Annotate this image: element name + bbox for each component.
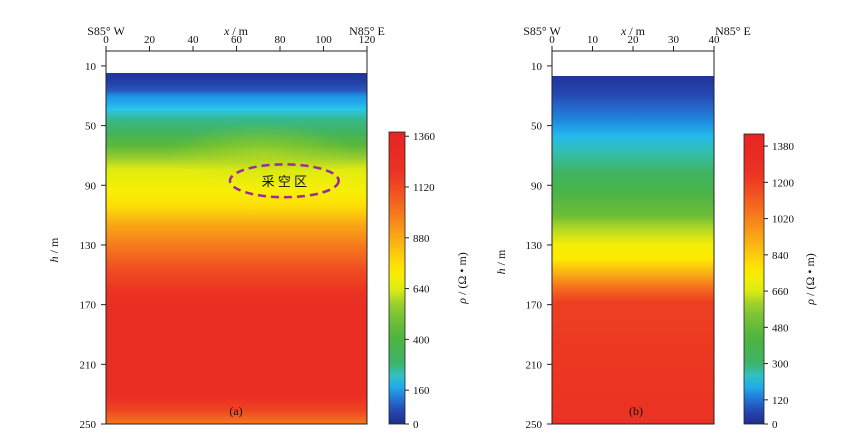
panel-b-x-axis-label: x / m: [620, 24, 646, 38]
a-colorbar-tick-label-1: 160: [413, 385, 430, 397]
a-x-tick-label-1: 20: [144, 34, 156, 46]
b-x-tick-label-4: 40: [709, 34, 721, 46]
a-x-tick-label-0: 0: [103, 34, 109, 46]
a-x-tick-label-4: 80: [275, 34, 287, 46]
colorbar-b-ticks: 0 120 300 480 660 840 1020 1200 1380: [764, 141, 795, 431]
b-colorbar-tick-label-7: 1200: [772, 177, 795, 189]
panel-b-direction-left: S85° W: [523, 24, 561, 38]
colorbar-a-label-unit: / (Ω • m): [455, 252, 469, 298]
colorbar-a: 0 160 400 640 880 1120 1360 ρ / (Ω • m): [388, 131, 469, 431]
colorbar-a-gradient: [389, 132, 405, 424]
panel-b-resistivity-field: [552, 76, 714, 424]
colorbar-b-gradient: [744, 134, 764, 424]
panel-a-y-ticks: 10 50 90 130 170 210 250: [80, 61, 106, 431]
panel-b-y-axis-label: h / m: [494, 249, 508, 274]
a-y-tick-label-2: 90: [85, 180, 97, 192]
a-colorbar-tick-label-6: 1360: [413, 131, 436, 143]
b-y-tick-label-5: 210: [526, 359, 543, 371]
a-x-tick-label-3: 60: [231, 34, 243, 46]
a-colorbar-tick-label-2: 400: [413, 334, 430, 346]
a-y-tick-label-5: 210: [80, 359, 97, 371]
b-colorbar-tick-label-0: 0: [772, 419, 778, 431]
a-colorbar-tick-label-4: 880: [413, 233, 430, 245]
panel-a-direction-left: S85° W: [87, 24, 125, 38]
a-colorbar-tick-label-5: 1120: [413, 182, 435, 194]
b-x-tick-label-3: 30: [668, 34, 680, 46]
b-colorbar-tick-label-8: 1380: [772, 141, 795, 153]
b-y-tick-label-2: 90: [531, 180, 543, 192]
a-y-tick-label-0: 10: [85, 61, 97, 73]
panel-a-direction-right: N85° E: [349, 24, 385, 38]
a-y-tick-label-3: 130: [80, 240, 97, 252]
panel-b-x-axis-var: x: [620, 24, 627, 38]
panel-a-x-axis-unit: / m: [229, 24, 248, 38]
panel-a-x-axis-label: x / m: [223, 24, 249, 38]
panel-b-label: (b): [629, 404, 643, 418]
panel-b-x-axis-unit: / m: [626, 24, 645, 38]
panel-b: 0 10 20 30 40 10 50 90 130 170 210 250 S85° W N85°…: [494, 24, 751, 431]
colorbar-b: 0 120 300 480 660 840 1020 1200 1380 ρ / (Ω • m): [743, 133, 817, 431]
panel-a: 0 20 40 60 80 100 120 10 50 90 130 170 210 250 S85° …: [47, 24, 385, 431]
a-anomaly-glow: [170, 123, 356, 186]
b-x-tick-label-1: 10: [587, 34, 599, 46]
b-colorbar-tick-label-3: 480: [772, 322, 789, 334]
b-colorbar-tick-label-1: 120: [772, 395, 789, 407]
panel-b-y-axis-unit: / m: [494, 249, 508, 268]
colorbar-b-label: ρ / (Ω • m): [803, 253, 817, 306]
a-colorbar-tick-label-3: 640: [413, 284, 430, 296]
colorbar-a-label-var: ρ: [455, 298, 469, 305]
b-colorbar-tick-label-6: 1020: [772, 214, 795, 226]
panel-a-goaf-label: 采 空 区: [262, 174, 308, 189]
panel-a-x-axis-var: x: [223, 24, 230, 38]
b-x-tick-label-2: 20: [628, 34, 640, 46]
b-y-tick-label-1: 50: [531, 121, 543, 133]
panel-a-label: (a): [229, 404, 242, 418]
a-x-tick-label-6: 120: [359, 34, 376, 46]
b-y-tick-label-3: 130: [526, 240, 543, 252]
colorbar-b-label-var: ρ: [803, 299, 817, 306]
b-y-tick-label-6: 250: [526, 419, 543, 431]
colorbar-a-ticks: 0 160 400 640 880 1120 1360: [405, 131, 436, 431]
a-y-tick-label-6: 250: [80, 419, 97, 431]
panel-a-x-ticks: 0 20 40 60 80 100 120: [103, 34, 376, 51]
colorbar-a-frame: [388, 131, 406, 425]
b-colorbar-tick-label-2: 300: [772, 359, 789, 371]
a-y-tick-label-1: 50: [85, 121, 97, 133]
b-x-tick-label-0: 0: [549, 34, 555, 46]
b-colorbar-tick-label-5: 840: [772, 250, 789, 262]
a-colorbar-tick-label-0: 0: [413, 419, 419, 431]
panel-a-y-axis-unit: / m: [47, 237, 61, 256]
colorbar-a-label: ρ / (Ω • m): [455, 252, 469, 305]
panel-a-y-axis-label: h / m: [47, 237, 61, 262]
panel-b-x-ticks: 0 10 20 30 40: [549, 34, 720, 51]
panel-b-y-axis-var: h: [494, 268, 508, 274]
colorbar-b-label-unit: / (Ω • m): [803, 253, 817, 299]
panel-a-y-axis-var: h: [47, 256, 61, 262]
a-x-tick-label-2: 40: [188, 34, 200, 46]
a-y-tick-label-4: 170: [80, 300, 97, 312]
colorbar-b-frame: [743, 133, 765, 425]
b-colorbar-tick-label-4: 660: [772, 286, 789, 298]
panel-a-anomaly-patch: [170, 123, 356, 186]
b-y-tick-label-4: 170: [526, 300, 543, 312]
a-x-tick-label-5: 100: [315, 34, 332, 46]
panel-a-goaf-outline: [228, 163, 340, 199]
panel-b-direction-right: N85° E: [715, 24, 751, 38]
panel-b-y-ticks: 10 50 90 130 170 210 250: [526, 61, 552, 431]
b-y-tick-label-0: 10: [531, 61, 543, 73]
